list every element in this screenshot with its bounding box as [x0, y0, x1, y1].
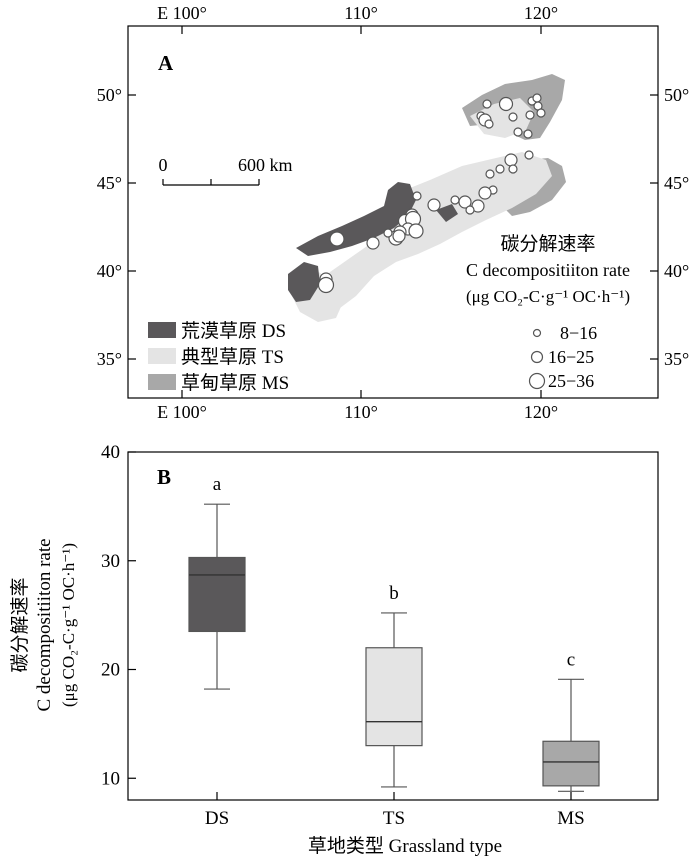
significance-letter: a	[213, 474, 222, 495]
y-axis-label: 碳分解速率 C decompositiiton rate (μg CO₂-C·g…	[9, 538, 78, 711]
ds-region-small	[436, 204, 458, 222]
site-point	[412, 191, 422, 201]
significance-letter: b	[389, 583, 399, 604]
x-tick-label: MS	[557, 808, 584, 829]
y-axis-label-cn: 碳分解速率	[9, 577, 31, 672]
ds-region-south	[288, 262, 320, 302]
box-ms: c	[542, 649, 600, 792]
ds-region-west	[296, 182, 416, 256]
scale-bar: 0 600 km	[159, 155, 293, 186]
panel-a-label: A	[158, 51, 174, 75]
legend-label-ts: 典型草原 TS	[181, 346, 284, 368]
site-point	[450, 195, 460, 205]
sampling-sites	[317, 93, 546, 294]
rate-legend-label-large: 25−36	[548, 371, 594, 391]
y-axis-label-unit: (μg CO₂-C·g⁻¹ OC·h⁻¹)	[59, 543, 78, 707]
site-point	[427, 198, 441, 212]
site-point	[317, 276, 335, 294]
rate-legend: 碳分解速率 C decompositiiton rate (μg CO₂-C·g…	[466, 233, 630, 391]
site-point	[513, 127, 523, 137]
box-iqr	[188, 556, 246, 633]
rate-legend-label-medium: 16−25	[548, 347, 594, 367]
lat-label-left-0: 50°	[97, 85, 122, 105]
site-point	[383, 228, 393, 238]
lat-label-left-1: 45°	[97, 173, 122, 193]
lon-label-bottom-2: 120°	[524, 402, 558, 422]
panel-b-label: B	[157, 465, 171, 489]
lat-label-right-3: 35°	[664, 349, 689, 369]
site-point	[536, 108, 546, 118]
legend-swatch-ds	[148, 322, 176, 338]
y-tick-label: 10	[101, 768, 120, 789]
significance-letter: c	[567, 649, 575, 670]
box-ds: a	[188, 474, 246, 690]
site-point	[498, 96, 514, 112]
x-axis-label: 草地类型 Grassland type	[308, 835, 502, 857]
lon-label-bottom-0: E 100°	[157, 402, 207, 422]
rate-legend-title-en: C decompositiiton rate	[466, 260, 630, 280]
y-axis-ticks: 10 20 30 40	[101, 442, 136, 789]
site-point	[465, 205, 475, 215]
x-tick-label: TS	[383, 808, 405, 829]
box-ts: b	[365, 583, 423, 788]
lat-label-left-3: 35°	[97, 349, 122, 369]
grassland-type-legend: 荒漠草原 DS 典型草原 TS 草甸草原 MS	[148, 320, 289, 394]
site-point	[525, 110, 535, 120]
site-point	[408, 223, 424, 239]
lon-label-top-0: E 100°	[157, 3, 207, 23]
site-point	[482, 99, 492, 109]
box-iqr	[542, 740, 600, 787]
site-point	[508, 112, 518, 122]
rate-legend-unit: (μg CO₂-C·g⁻¹ OC·h⁻¹)	[466, 287, 630, 306]
rate-legend-symbol-large	[528, 372, 546, 390]
site-point	[495, 164, 505, 174]
box-iqr	[365, 647, 423, 747]
site-point	[329, 231, 345, 247]
site-point	[478, 186, 492, 200]
rate-legend-title-cn: 碳分解速率	[500, 233, 595, 255]
legend-label-ds: 荒漠草原 DS	[181, 320, 286, 342]
lon-label-top-2: 120°	[524, 3, 558, 23]
site-point	[508, 164, 518, 174]
y-tick-label: 40	[101, 442, 120, 463]
site-point	[366, 236, 380, 250]
site-point	[392, 229, 406, 243]
y-axis-label-en: C decompositiiton rate	[34, 538, 55, 711]
site-point	[532, 93, 542, 103]
panel-a: E 100° 110° 120° E 100° 110° 120° 50° 45…	[97, 3, 689, 422]
rate-legend-label-small: 8−16	[560, 323, 597, 343]
lat-label-right-1: 45°	[664, 173, 689, 193]
scale-bar-end-label: 600 km	[238, 155, 293, 175]
legend-label-ms: 草甸草原 MS	[181, 372, 289, 394]
rate-legend-symbol-small	[532, 328, 542, 338]
site-point	[524, 150, 534, 160]
site-point	[484, 119, 494, 129]
y-tick-label: 30	[101, 551, 120, 572]
site-point	[504, 153, 518, 167]
lat-label-right-0: 50°	[664, 85, 689, 105]
x-axis-ticks: DS TS MS	[205, 792, 585, 829]
boxes: a b c	[188, 474, 600, 792]
plot-frame	[127, 451, 659, 801]
lon-label-bottom-1: 110°	[344, 402, 378, 422]
site-point	[523, 129, 533, 139]
scale-bar-start-label: 0	[159, 155, 168, 175]
legend-swatch-ms	[148, 374, 176, 390]
lat-label-left-2: 40°	[97, 261, 122, 281]
legend-swatch-ts	[148, 348, 176, 364]
x-tick-label: DS	[205, 808, 229, 829]
lon-label-top-1: 110°	[344, 3, 378, 23]
rate-legend-symbol-medium	[530, 350, 544, 364]
panel-b: B 10 20 30 40 DS TS MS a b c 碳分解速率 C decomposit…	[9, 442, 659, 857]
site-point	[485, 169, 495, 179]
y-tick-label: 20	[101, 660, 120, 681]
lat-label-right-2: 40°	[664, 261, 689, 281]
